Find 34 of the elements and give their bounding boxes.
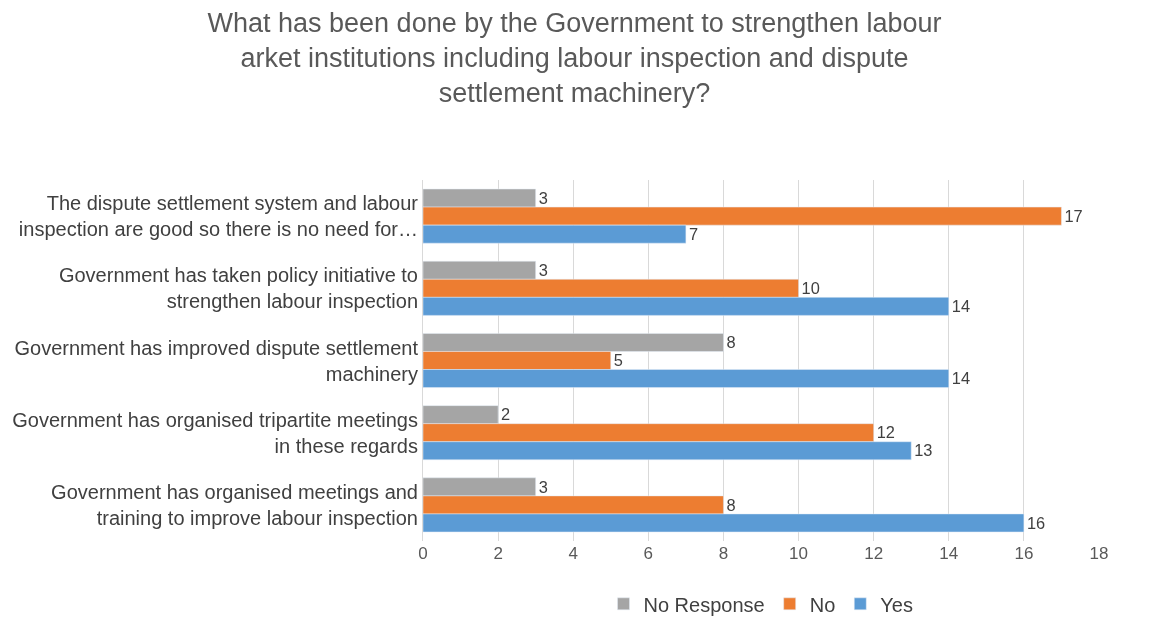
data-label: 5	[613, 351, 623, 370]
data-label: 10	[801, 279, 820, 298]
data-label: 12	[876, 423, 895, 442]
chart-title: What has been done by the Government to strengthen labour arket institutions including labour inspection and dispute settlement machinery?	[207, 7, 942, 108]
y-tick-label: Government has organised tripartite meetings in these regards	[12, 408, 418, 457]
x-tick-label: 12	[864, 544, 884, 563]
data-label: 17	[1064, 206, 1083, 225]
data-label: 3	[538, 477, 548, 496]
x-tick-label: 14	[939, 544, 959, 563]
x-tick-label: 18	[1089, 544, 1109, 563]
data-label: 14	[951, 297, 971, 316]
legend-label: Yes	[880, 593, 913, 616]
data-label: 7	[688, 224, 699, 243]
data-label: 3	[538, 261, 548, 279]
legend-label: No Response	[643, 593, 765, 616]
data-label: 13	[914, 441, 933, 460]
data-label: 8	[726, 333, 736, 352]
x-tick-label: 8	[718, 544, 729, 563]
y-tick-label: Government has taken policy initiative to strengthen labour inspection	[58, 264, 418, 313]
data-label: 8	[726, 495, 736, 514]
data-label: 2	[501, 405, 511, 424]
x-tick-label: 16	[1014, 544, 1034, 563]
data-label: 14	[951, 369, 971, 388]
y-tick-label: Government has improved dispute settlement machinery	[14, 336, 419, 385]
x-tick-label: 2	[493, 544, 503, 563]
x-tick-label: 0	[418, 544, 428, 563]
x-tick-label: 6	[643, 544, 654, 563]
y-tick-label: Government has organised meetings and training to improve labour inspection	[51, 480, 418, 529]
data-label: 16	[1026, 513, 1046, 532]
legend-label: No	[809, 593, 836, 616]
x-tick-label: 4	[568, 544, 578, 563]
y-tick-label: The dispute settlement system and labour inspection are good so there is no need for…	[18, 192, 419, 241]
x-tick-label: 10	[789, 544, 809, 563]
data-label: 3	[538, 188, 548, 207]
